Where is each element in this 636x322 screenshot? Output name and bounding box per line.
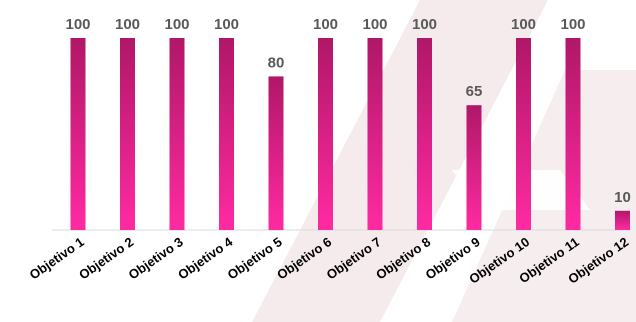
value-label-3: 100 xyxy=(164,16,189,33)
watermark-shape xyxy=(252,0,548,322)
value-labels-group: 100 100 100 100 80 100 100 100 65 100 100 10 xyxy=(65,16,630,206)
value-label-12: 10 xyxy=(614,189,631,206)
bar-9 xyxy=(466,105,482,230)
bar-7 xyxy=(367,38,383,230)
value-label-8: 100 xyxy=(412,16,437,33)
bar-10 xyxy=(516,38,531,230)
value-label-4: 100 xyxy=(214,16,239,33)
value-label-11: 100 xyxy=(560,16,585,33)
value-label-9: 65 xyxy=(466,83,483,100)
category-label-4: Objetivo 4 xyxy=(175,234,236,283)
category-label-3: Objetivo 3 xyxy=(126,234,186,282)
bar-5 xyxy=(268,76,284,231)
category-label-2: Objetivo 2 xyxy=(76,234,136,282)
value-label-6: 100 xyxy=(313,16,338,33)
bar-6 xyxy=(318,38,333,230)
category-label-5: Objetivo 5 xyxy=(225,234,285,282)
bar-11 xyxy=(565,38,581,230)
value-label-7: 100 xyxy=(362,16,387,33)
value-label-5: 80 xyxy=(268,54,285,71)
value-label-2: 100 xyxy=(115,16,140,33)
bar-3 xyxy=(169,38,185,230)
bar-4 xyxy=(219,38,234,230)
bar-2 xyxy=(120,38,135,230)
bars-group xyxy=(70,38,630,231)
bar-8 xyxy=(417,38,432,230)
value-label-1: 100 xyxy=(65,16,90,33)
category-label-1: Objetivo 1 xyxy=(27,234,87,282)
bar-12 xyxy=(615,210,630,230)
bar-1 xyxy=(70,38,86,230)
value-label-10: 100 xyxy=(511,16,536,33)
